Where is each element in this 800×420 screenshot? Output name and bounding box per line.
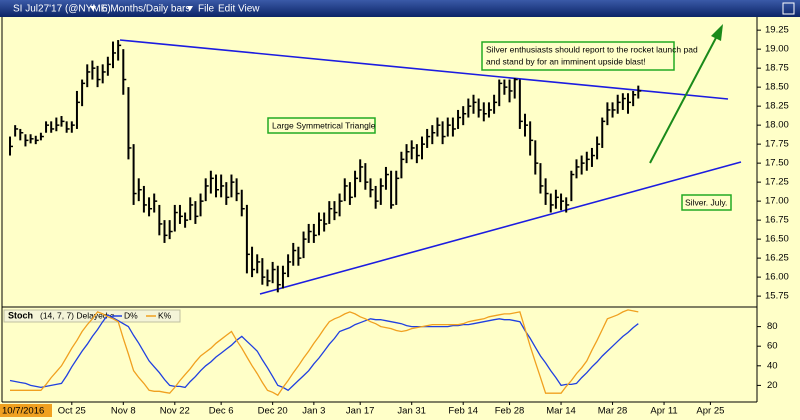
y-tick-label: 19.25 <box>765 25 789 36</box>
y-tick-label: 17.25 <box>765 177 789 188</box>
y-tick-label: 60 <box>767 341 778 352</box>
indicator-name: Stoch <box>8 310 33 320</box>
legend-label: D% <box>124 310 138 320</box>
window-icon[interactable] <box>782 2 795 15</box>
y-tick-label: 20 <box>767 380 778 391</box>
date-start-box <box>0 404 52 417</box>
x-tick-label: Mar 28 <box>598 406 628 417</box>
symbol[interactable]: SI Jul27'17 (@NYME) <box>13 4 111 15</box>
arrow-head <box>711 24 723 41</box>
y-tick-label: 15.75 <box>765 291 789 302</box>
x-tick-label: Apr 11 <box>650 406 677 417</box>
trendline-lower <box>259 161 742 295</box>
x-tick-label: Jan 17 <box>346 406 375 417</box>
x-tick-label: Dec 20 <box>258 406 288 417</box>
x-tick-label: Oct 25 <box>58 406 86 417</box>
interval[interactable]: 6 Months/Daily bars <box>102 4 190 15</box>
x-tick-label: Apr 25 <box>696 406 724 417</box>
title-bar <box>0 0 800 17</box>
note-rocket: Silver enthusiasts should report to the … <box>486 44 698 54</box>
y-tick-label: 18.25 <box>765 101 789 112</box>
y-tick-label: 16.75 <box>765 215 789 226</box>
x-tick-label: Feb 28 <box>495 406 525 417</box>
y-tick-label: 17.75 <box>765 139 789 150</box>
x-tick-label: Nov 8 <box>111 406 136 417</box>
y-tick-label: 17.50 <box>765 158 789 169</box>
y-tick-label: 19.00 <box>765 44 789 55</box>
arrow <box>649 33 719 164</box>
x-tick-label: Dec 6 <box>209 406 234 417</box>
indicator-legend <box>3 309 181 323</box>
note-box <box>267 117 376 134</box>
note-rocket: and stand by for an imminent upside blas… <box>486 56 646 66</box>
y-tick-label: 16.25 <box>765 253 789 264</box>
x-tick-label: Feb 14 <box>448 406 478 417</box>
x-tick-label: Jan 3 <box>302 406 325 417</box>
trendline-upper <box>119 39 729 100</box>
x-tick-label: Mar 14 <box>546 406 576 417</box>
menu-edit[interactable]: Edit <box>218 4 235 15</box>
y-tick-label: 16.50 <box>765 234 789 245</box>
dropdown-icon[interactable] <box>187 6 193 11</box>
note-box <box>681 194 732 211</box>
y-tick-label: 40 <box>767 360 778 371</box>
y-tick-label: 80 <box>767 321 778 332</box>
menu-file[interactable]: File <box>198 4 215 15</box>
x-tick-label: Nov 22 <box>160 406 190 417</box>
y-tick-label: 18.00 <box>765 120 789 131</box>
y-tick-label: 18.50 <box>765 82 789 93</box>
note-triangle: Large Symmetrical Triangle <box>272 120 376 130</box>
x-tick-label: 10/7/2016 <box>2 406 44 417</box>
x-tick-label: Jan 31 <box>397 406 426 417</box>
y-tick-label: 16.00 <box>765 272 789 283</box>
legend-label: K% <box>158 310 172 320</box>
indicator-params: (14, 7, 7) Delayed e <box>40 310 115 320</box>
stoch-line <box>10 309 639 397</box>
note-contract: Silver. July. <box>685 197 727 207</box>
menu-view[interactable]: View <box>238 4 260 15</box>
note-box <box>481 41 675 71</box>
stoch-line <box>9 313 639 392</box>
y-tick-label: 18.75 <box>765 63 789 74</box>
dropdown-icon[interactable] <box>90 6 96 11</box>
y-tick-label: 17.00 <box>765 196 789 207</box>
